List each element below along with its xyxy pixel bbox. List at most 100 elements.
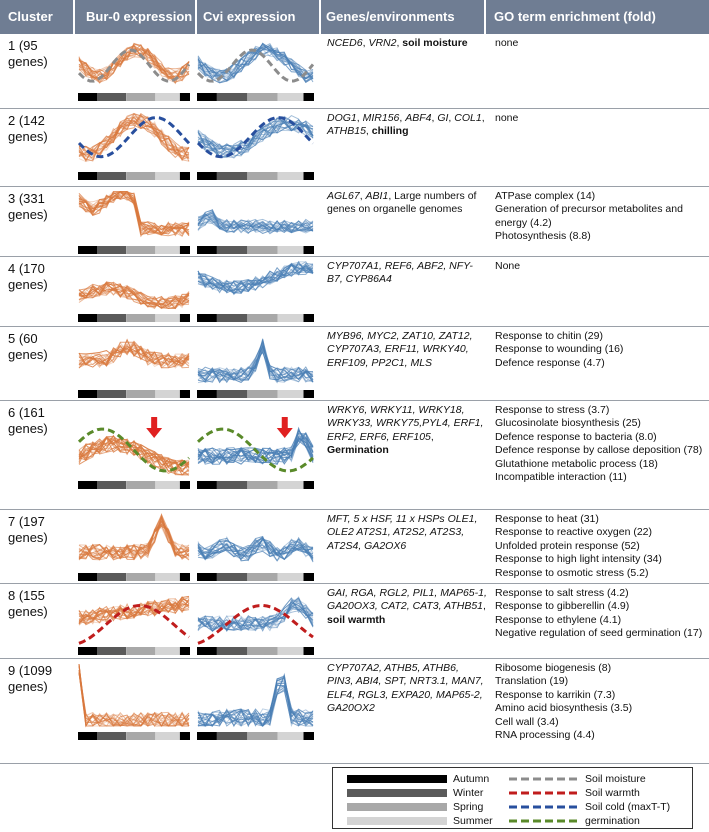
season-bar-segment — [97, 172, 127, 180]
expression-trace — [197, 263, 314, 292]
go-term: Incompatible interaction (11) — [495, 471, 627, 484]
gene-text: , — [481, 112, 485, 124]
expression-trace — [78, 190, 190, 235]
season-bar-segment — [155, 314, 180, 322]
cvi-expression-plot — [197, 417, 314, 489]
season-bar-segment — [277, 390, 304, 398]
gene-text: WRKY6, WRKY11, WRKY18, WRKY33, WRKY75,PY… — [327, 404, 484, 443]
expression-trace — [78, 191, 190, 237]
gene-text: , — [431, 112, 438, 124]
red-arrow-icon — [146, 417, 163, 438]
season-bar-segment — [303, 732, 314, 740]
row-divider — [0, 108, 709, 109]
season-bar-segment — [155, 481, 180, 489]
go-term: Glucosinolate biosynthesis (25) — [495, 417, 641, 430]
expression-trace — [197, 339, 314, 381]
season-bar-segment — [303, 93, 314, 101]
gene-text: , — [356, 112, 363, 124]
go-term: Response to high light intensity (34) — [495, 553, 662, 566]
environment-curve — [78, 603, 190, 645]
expression-trace — [78, 673, 190, 727]
season-bar-segment — [247, 246, 278, 254]
gene-text: CYP707A1, REF6, ABF2, NFY-B7, CYP86A4 — [327, 260, 473, 286]
gene-text: MFT, 5 x HSF, 11 x HSPs OLE1, OLE2 AT2S1… — [327, 513, 478, 552]
gene-text: , Large numbers of genes on organelle ge… — [327, 190, 477, 216]
expression-trace — [197, 536, 313, 561]
season-bar-segment — [155, 573, 180, 581]
season-bar-segment — [197, 93, 217, 101]
season-bar-segment — [277, 314, 304, 322]
season-bar-segment — [97, 390, 127, 398]
genes-environments: AGL67, ABI1, Large numbers of genes on o… — [327, 190, 487, 217]
season-bar-segment — [277, 573, 304, 581]
season-bar-segment — [179, 647, 190, 655]
season-bar-segment — [247, 314, 278, 322]
go-term: none — [495, 37, 519, 49]
season-bar-segment — [126, 390, 156, 398]
row-divider — [0, 583, 709, 584]
expression-trace — [197, 538, 314, 562]
season-bar-segment — [126, 481, 156, 489]
season-bar-segment — [155, 93, 180, 101]
season-bar-segment — [126, 246, 156, 254]
expression-trace — [197, 260, 314, 294]
cluster-label: 8 (155 genes) — [8, 588, 48, 619]
season-bar-segment — [247, 172, 278, 180]
season-bar-segment — [216, 246, 248, 254]
expression-trace — [78, 435, 190, 476]
legend-winter: Winter — [453, 787, 484, 799]
cvi-expression-plot — [197, 42, 314, 101]
season-bar-segment — [216, 314, 248, 322]
expression-trace — [197, 346, 314, 383]
season-bar-segment — [303, 314, 314, 322]
season-bar-segment — [78, 732, 97, 740]
go-enrichment: Response to heat (31) Response to reactiv… — [495, 513, 705, 580]
season-bar-segment — [155, 647, 180, 655]
expression-trace — [78, 343, 190, 368]
genes-environments: MFT, 5 x HSF, 11 x HSPs OLE1, OLE2 AT2S1… — [327, 513, 487, 553]
expression-trace — [197, 538, 314, 561]
expression-trace — [197, 213, 314, 234]
expression-trace — [197, 606, 314, 632]
season-bar-segment — [277, 481, 304, 489]
season-bar-segment — [216, 573, 248, 581]
go-term: Response to wounding (16) — [495, 343, 624, 356]
gene-text: ABI1 — [365, 190, 389, 202]
season-bar-segment — [97, 573, 127, 581]
season-bar-segment — [303, 390, 314, 398]
cluster-label: 4 (170 genes) — [8, 261, 48, 292]
legend-spring: Spring — [453, 801, 484, 813]
legend-spring-swatch — [347, 803, 447, 811]
expression-trace — [197, 345, 314, 382]
expression-trace — [197, 341, 314, 384]
cvi-expression-plot — [197, 672, 314, 740]
season-bar-segment — [277, 732, 304, 740]
expression-trace — [197, 120, 314, 160]
expression-trace — [197, 217, 314, 233]
season-bar-segment — [197, 647, 217, 655]
season-bar-segment — [247, 481, 278, 489]
gene-text: , — [483, 600, 486, 613]
expression-trace — [197, 674, 313, 727]
gene-text: COL1 — [454, 112, 482, 124]
season-bar-segment — [179, 172, 190, 180]
header-genes-environments: Genes/environments — [326, 9, 455, 24]
go-term: none — [495, 112, 519, 124]
genes-environments: GAI, RGA, RGL2, PIL1, MAP65-1, GA20OX3, … — [327, 587, 487, 627]
expression-trace — [78, 340, 190, 368]
expression-trace — [197, 264, 314, 293]
header-divider — [73, 0, 75, 34]
row-divider — [0, 658, 709, 659]
legend: Autumn Winter Spring Summer Soil moistur… — [332, 767, 693, 829]
expression-trace — [78, 436, 190, 473]
bur-expression-plot — [78, 190, 190, 254]
header-bur-expression: Bur-0 expression — [86, 9, 193, 24]
season-bar-segment — [155, 246, 180, 254]
season-bar-segment — [197, 314, 217, 322]
legend-environment-lines — [509, 777, 577, 823]
environment-curve — [78, 116, 190, 159]
bur-expression-plot — [78, 42, 190, 101]
bur-expression-plot — [78, 112, 190, 180]
expression-trace — [78, 342, 190, 366]
season-bar-segment — [97, 93, 127, 101]
